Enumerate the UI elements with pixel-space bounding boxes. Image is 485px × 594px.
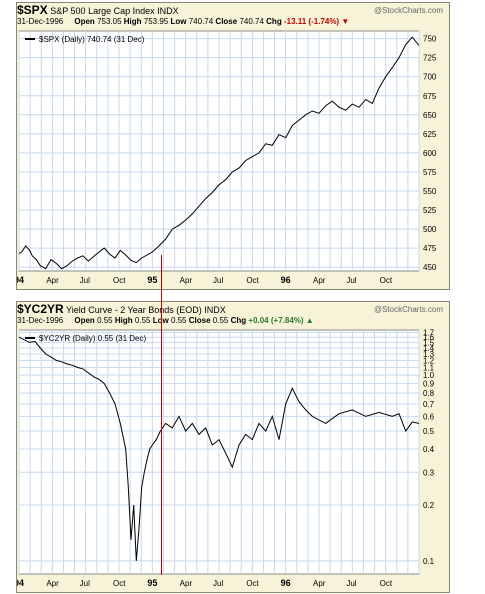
y-tick-label: 0.4 xyxy=(423,445,435,454)
spx-ohlc-line: 31-Dec-1996 Open 753.05 High 753.95 Low … xyxy=(17,17,350,26)
x-tick-label: Oct xyxy=(113,276,126,285)
y-tick-label: 0.8 xyxy=(423,389,435,398)
y-tick-label: 1.5 xyxy=(423,338,435,347)
spx-source: @StockCharts.com xyxy=(373,6,443,15)
x-tick-label: Apr xyxy=(46,276,59,285)
x-tick-label: Apr xyxy=(46,579,59,588)
spx-open: 753.05 xyxy=(97,17,122,26)
y-tick-label: 0.3 xyxy=(423,468,435,477)
spx-symbol: $SPX xyxy=(17,3,48,17)
spx-close: 740.74 xyxy=(239,17,264,26)
spx-exchange: INDX xyxy=(157,6,179,16)
yc-header: $YC2YR Yield Curve - 2 Year Bonds (EOD) … xyxy=(17,303,449,316)
x-tick-label: 94 xyxy=(17,578,24,588)
x-tick-label: Oct xyxy=(380,276,393,285)
spx-chg: -13.11 (-1.74%) xyxy=(283,17,340,26)
y-tick-label: 575 xyxy=(423,168,437,177)
y-tick-label: 750 xyxy=(423,35,437,44)
yc-date: 31-Dec-1996 xyxy=(17,316,64,325)
yc-high: 0.55 xyxy=(134,316,151,325)
y-tick-label: 600 xyxy=(423,149,437,158)
y-tick-label: 650 xyxy=(423,111,437,120)
x-tick-label: 95 xyxy=(147,578,157,588)
date-marker-line xyxy=(161,255,162,575)
yc-name: Yield Curve - 2 Year Bonds (EOD) xyxy=(66,305,202,315)
x-tick-label: Apr xyxy=(180,276,193,285)
y-tick-label: 0.7 xyxy=(423,400,435,409)
yc-source: @StockCharts.com xyxy=(373,305,443,314)
y-tick-label: 1.1 xyxy=(423,363,435,372)
legend-label: $YC2YR (Daily) 0.55 (31 Dec) xyxy=(39,334,146,343)
y-tick-label: 625 xyxy=(423,130,437,139)
y-tick-label: 0.1 xyxy=(423,557,435,566)
spx-chart: 450 475 500 525 550 575 600 625 650 675 700 725 750 9… xyxy=(17,30,437,285)
spx-low: 740.74 xyxy=(188,17,214,26)
x-tick-label: Jul xyxy=(80,579,90,588)
yc-chart: 0.10.20.30.40.50.60.70.80.91.01.11.21.31… xyxy=(17,328,435,588)
x-tick-label: Oct xyxy=(246,276,259,285)
y-tick-label: 1.3 xyxy=(423,350,435,359)
series-line xyxy=(18,336,420,561)
x-tick-label: 94 xyxy=(17,275,24,285)
legend: $SPX (Daily) 740.74 (31 Dec) xyxy=(25,35,145,44)
y-tick-label: 550 xyxy=(423,187,437,196)
spx-name: S&P 500 Large Cap Index xyxy=(50,6,155,16)
y-tick-label: 0.6 xyxy=(423,412,435,421)
x-tick-label: 96 xyxy=(281,578,291,588)
x-tick-label: Jul xyxy=(213,579,223,588)
x-tick-label: Jul xyxy=(346,579,356,588)
y-tick-label: 1.7 xyxy=(423,328,435,337)
x-tick-label: Apr xyxy=(313,276,326,285)
series-line xyxy=(18,36,420,270)
x-tick-label: Jul xyxy=(80,276,90,285)
yc-chg: +0.04 (+7.84%) xyxy=(248,316,304,325)
y-tick-label: 675 xyxy=(423,92,437,101)
spx-high: 753.95 xyxy=(143,17,169,26)
x-tick-label: Jul xyxy=(346,276,356,285)
yc-low: 0.55 xyxy=(170,316,187,325)
legend-label: $SPX (Daily) 740.74 (31 Dec) xyxy=(39,35,145,44)
x-tick-label: Oct xyxy=(246,579,259,588)
y-tick-label: 450 xyxy=(423,263,437,272)
spx-panel: $SPX S&P 500 Large Cap Index INDX @Stock… xyxy=(16,2,450,290)
y-tick-label: 0.5 xyxy=(423,427,435,436)
yc2yr-panel: $YC2YR Yield Curve - 2 Year Bonds (EOD) … xyxy=(16,301,450,593)
y-tick-label: 0.2 xyxy=(423,501,435,510)
yc-open: 0.55 xyxy=(97,316,113,325)
x-tick-label: Oct xyxy=(113,579,126,588)
y-tick-label: 1.6 xyxy=(423,333,435,342)
yc-symbol: $YC2YR xyxy=(17,302,64,316)
spx-header: $SPX S&P 500 Large Cap Index INDX @Stock… xyxy=(17,4,449,17)
down-arrow-icon: ▼ xyxy=(341,17,350,26)
y-tick-label: 725 xyxy=(423,54,437,63)
x-tick-label: 95 xyxy=(147,275,157,285)
y-tick-label: 700 xyxy=(423,73,437,82)
x-tick-label: Apr xyxy=(313,579,326,588)
legend: $YC2YR (Daily) 0.55 (31 Dec) xyxy=(25,334,146,343)
y-tick-label: 1.2 xyxy=(423,356,435,365)
y-tick-label: 1.4 xyxy=(423,344,435,353)
x-tick-label: Jul xyxy=(213,276,223,285)
y-tick-label: 525 xyxy=(423,206,437,215)
y-tick-label: 475 xyxy=(423,244,437,253)
yc-ohlc-line: 31-Dec-1996 Open 0.55 High 0.55 Low 0.55… xyxy=(17,316,314,325)
yc-close: 0.55 xyxy=(212,316,229,325)
up-arrow-icon: ▲ xyxy=(305,316,314,325)
y-tick-label: 1.0 xyxy=(423,371,435,380)
spx-date: 31-Dec-1996 xyxy=(17,17,64,26)
x-tick-label: 96 xyxy=(281,275,291,285)
x-tick-label: Apr xyxy=(180,579,193,588)
y-tick-label: 0.9 xyxy=(423,380,435,389)
x-tick-label: Oct xyxy=(380,579,393,588)
yc-exchange: INDX xyxy=(204,305,226,315)
y-tick-label: 500 xyxy=(423,225,437,234)
